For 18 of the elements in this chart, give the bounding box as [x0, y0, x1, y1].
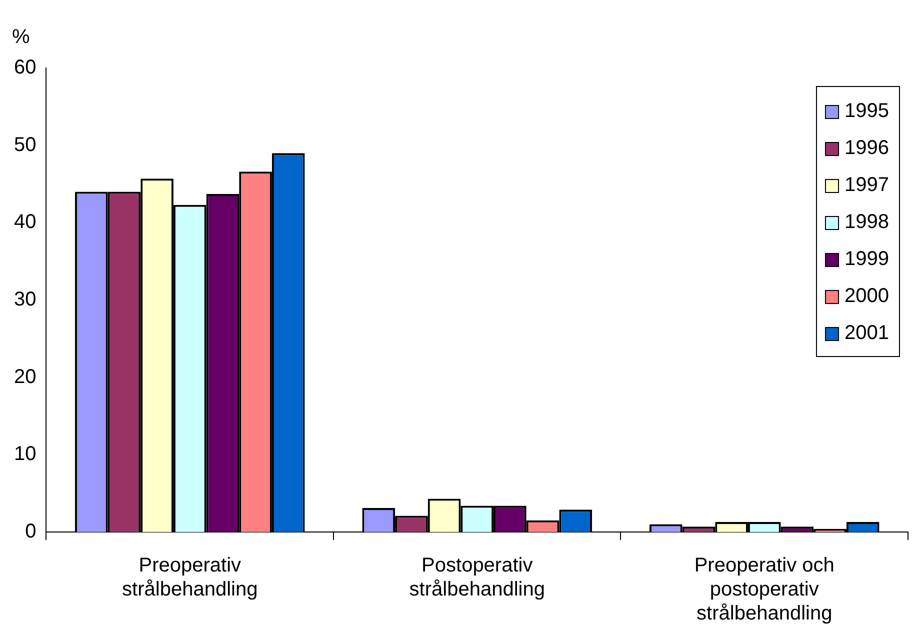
legend-label: 1998: [844, 211, 889, 234]
y-tick-label: 20: [14, 366, 36, 388]
y-tick-label: 0: [25, 520, 36, 543]
x-tick-label: Preoperativ strålbehandling: [122, 554, 258, 601]
y-axis-title: %: [12, 26, 30, 49]
x-tick-label: Preoperativ och postoperativ strålbehandling: [694, 554, 834, 625]
legend-label: 1996: [844, 137, 889, 160]
legend-label: 2000: [844, 285, 889, 308]
y-tick-label: 30: [14, 288, 36, 311]
y-tick-label: 60: [14, 56, 36, 79]
legend-label: 2001: [844, 322, 889, 345]
y-tick-label: 50: [14, 134, 36, 156]
legend-label: 1995: [844, 100, 889, 123]
y-tick-label: 10: [14, 443, 36, 466]
legend-label: 1997: [844, 174, 889, 197]
x-tick-label: Postoperativ strålbehandling: [409, 554, 545, 601]
legend-label: 1999: [844, 248, 889, 271]
y-tick-label: 40: [14, 211, 36, 234]
